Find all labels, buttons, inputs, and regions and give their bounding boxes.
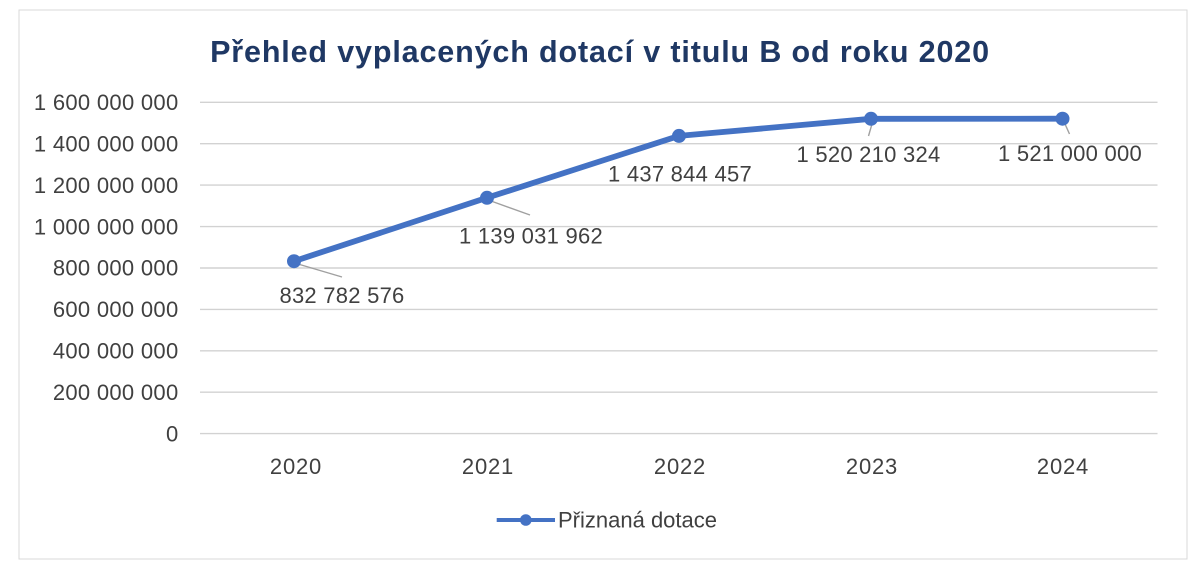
svg-text:1 437 844 457: 1 437 844 457 xyxy=(608,162,752,187)
svg-text:Přehled vyplacených dotací v t: Přehled vyplacených dotací v titulu B od… xyxy=(210,35,990,69)
svg-text:400 000 000: 400 000 000 xyxy=(53,339,179,364)
svg-text:800 000 000: 800 000 000 xyxy=(53,256,179,281)
svg-text:1 000 000 000: 1 000 000 000 xyxy=(34,214,179,239)
svg-text:200 000 000: 200 000 000 xyxy=(53,380,179,405)
svg-text:2021: 2021 xyxy=(462,454,514,479)
svg-text:0: 0 xyxy=(166,421,179,446)
svg-text:Přiznaná dotace: Přiznaná dotace xyxy=(558,508,717,533)
svg-text:1 600 000 000: 1 600 000 000 xyxy=(34,90,179,115)
svg-text:1 520 210 324: 1 520 210 324 xyxy=(797,142,941,167)
svg-text:1 200 000 000: 1 200 000 000 xyxy=(34,173,179,198)
svg-text:832 782 576: 832 782 576 xyxy=(279,283,404,308)
svg-text:1 400 000 000: 1 400 000 000 xyxy=(34,131,179,156)
svg-text:1 521 000 000: 1 521 000 000 xyxy=(998,141,1142,166)
svg-text:600 000 000: 600 000 000 xyxy=(53,297,179,322)
svg-text:2024: 2024 xyxy=(1037,454,1089,479)
svg-text:2023: 2023 xyxy=(846,454,898,479)
svg-text:2020: 2020 xyxy=(270,454,322,479)
svg-text:2022: 2022 xyxy=(654,454,706,479)
svg-text:1 139 031 962: 1 139 031 962 xyxy=(459,224,603,249)
